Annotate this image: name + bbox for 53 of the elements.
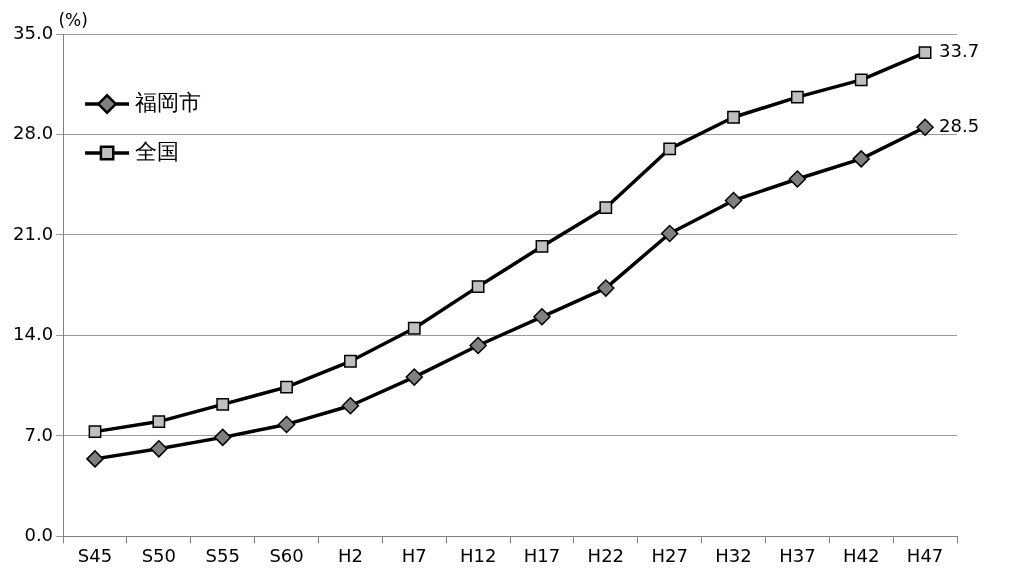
point: [790, 90, 804, 104]
point: [88, 425, 102, 439]
point: [216, 397, 230, 411]
x-tick-label: H17: [523, 544, 561, 566]
legend-label: 全国: [135, 138, 180, 164]
data-label: 33.7: [939, 40, 980, 62]
point: [660, 224, 679, 243]
x-tick-label: S55: [205, 544, 240, 566]
x-tick-label: S45: [77, 544, 113, 566]
point: [407, 321, 421, 335]
y-tick-label: 0.0: [24, 524, 54, 546]
x-tick-label: H2: [337, 544, 363, 566]
x-tick-label: H27: [651, 544, 688, 566]
point: [663, 142, 677, 156]
point: [916, 118, 934, 137]
point: [852, 150, 870, 168]
point: [535, 240, 549, 253]
x-tick-label: H32: [715, 544, 752, 566]
point: [86, 450, 104, 468]
point: [280, 380, 293, 394]
y-tick-label: 7.0: [24, 423, 54, 445]
x-tick-label: H47: [906, 544, 944, 566]
x-tick-label: H22: [587, 544, 625, 566]
point: [788, 170, 807, 188]
point: [213, 428, 232, 447]
x-tick-label: S60: [269, 544, 304, 566]
point: [918, 46, 932, 60]
y-tick-label: 35.0: [13, 21, 54, 43]
point: [471, 280, 485, 294]
point: [599, 201, 613, 215]
legend-label: 福岡市: [135, 89, 202, 115]
point: [344, 354, 357, 368]
x-tick-label: S50: [141, 544, 177, 566]
point: [724, 191, 743, 210]
data-label: 28.5: [939, 114, 980, 136]
point: [405, 368, 424, 386]
point: [277, 415, 296, 434]
y-axis-title: (%): [58, 9, 88, 30]
x-tick-label: H7: [401, 544, 427, 566]
y-tick-label: 21.0: [13, 222, 54, 244]
point: [150, 440, 168, 458]
point: [727, 110, 740, 124]
point: [152, 415, 166, 428]
point: [469, 336, 487, 355]
point: [854, 73, 868, 87]
point: [533, 308, 551, 326]
x-tick-label: H12: [459, 544, 497, 566]
y-tick-label: 14.0: [13, 323, 54, 345]
x-tick-label: H42: [843, 544, 880, 566]
point: [597, 279, 615, 297]
y-tick-label: 28.0: [13, 122, 54, 144]
x-tick-label: H37: [779, 544, 816, 566]
point: [341, 397, 360, 415]
